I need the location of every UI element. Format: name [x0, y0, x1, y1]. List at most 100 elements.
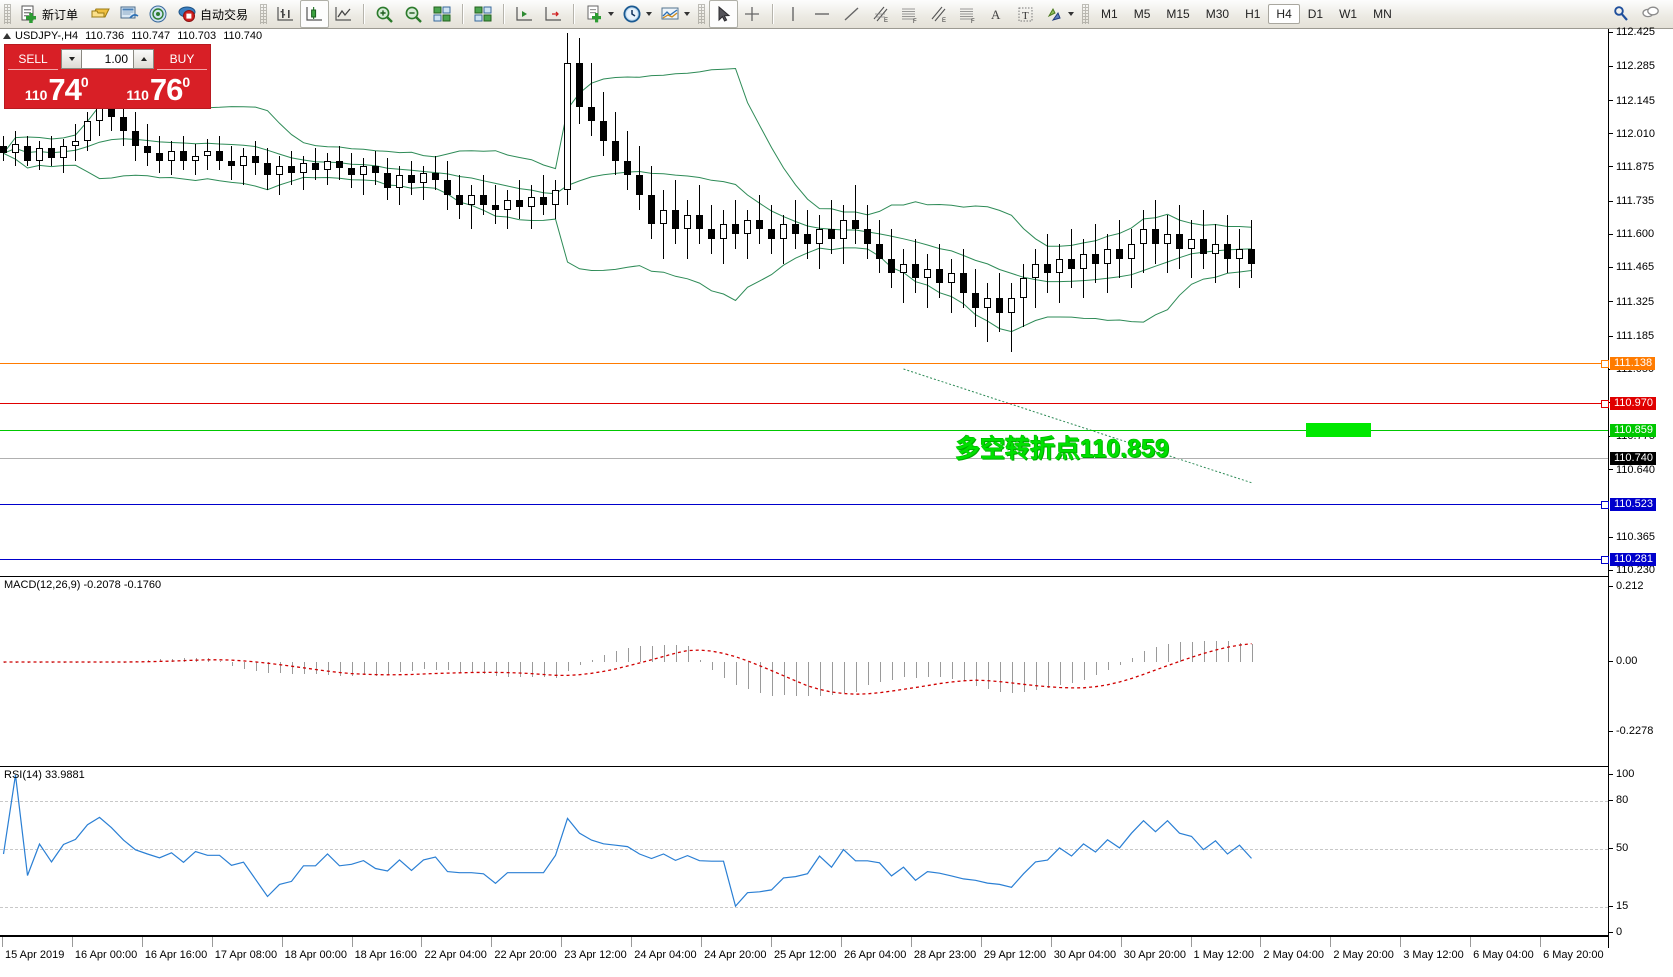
zoom-out-button[interactable] [399, 0, 428, 28]
templates-button[interactable] [580, 0, 618, 28]
buy-price-display[interactable]: 110 76 0 [109, 71, 209, 106]
buy-button[interactable]: BUY [157, 48, 207, 70]
new-order-button[interactable]: 新订单 [15, 0, 86, 28]
vertical-line-button[interactable] [779, 0, 808, 28]
price-level-line[interactable] [0, 430, 1608, 431]
time-separator [141, 937, 143, 947]
price-pane[interactable]: 多空转折点110.859 [0, 29, 1609, 573]
price-level-handle[interactable] [1601, 400, 1609, 408]
rsi-tick: 50 [1609, 842, 1628, 854]
chart-shift-button[interactable] [510, 0, 539, 28]
navigator-button[interactable] [144, 0, 173, 28]
trendline-icon [841, 4, 862, 25]
timeframe-mn[interactable]: MN [1373, 7, 1392, 21]
price-tick: 112.145 [1609, 95, 1655, 107]
price-level-line[interactable] [0, 363, 1608, 364]
rsi-pane[interactable]: RSI(14) 33.9881 [0, 766, 1608, 936]
bar-chart-button[interactable] [271, 0, 300, 28]
tile-windows-button[interactable] [428, 0, 457, 28]
text-box-button[interactable]: T [1011, 0, 1040, 28]
macd-bar [183, 657, 185, 662]
toolbar-separator-1 [363, 4, 366, 24]
time-separator [980, 937, 982, 947]
timeframe-d1[interactable]: D1 [1307, 7, 1324, 21]
trendline-button[interactable] [837, 0, 866, 28]
autotrading-button[interactable]: 自动交易 [173, 0, 256, 28]
macd-bar [315, 662, 317, 675]
timeframe-m5[interactable]: M5 [1133, 7, 1151, 21]
folder-button[interactable] [86, 0, 115, 28]
fibonacci-button[interactable]: F [895, 0, 924, 28]
auto-scroll-button[interactable] [539, 0, 568, 28]
period-separator-button[interactable] [618, 0, 656, 28]
horizontal-line-icon [812, 4, 833, 25]
toolbar-grip-3[interactable] [698, 4, 706, 24]
timeframe-m30[interactable]: M30 [1205, 7, 1230, 21]
tile-windows-button-2[interactable] [469, 0, 498, 28]
horizontal-line-button[interactable] [808, 0, 837, 28]
chevron-down-icon[interactable] [608, 12, 615, 16]
candlestick-chart-button[interactable] [300, 0, 330, 28]
volume-dropdown-button[interactable] [61, 49, 82, 69]
macd-bar [363, 662, 365, 676]
price-level-label: 110.859 [1610, 424, 1656, 437]
price-level-line[interactable] [0, 403, 1608, 404]
toolbar-grip[interactable] [4, 4, 11, 24]
crosshair-button[interactable] [738, 0, 767, 28]
text-box-icon: T [1015, 4, 1036, 25]
search-button[interactable] [1607, 0, 1636, 28]
sell-price-big: 74 [48, 72, 81, 107]
timeframe-w1[interactable]: W1 [1339, 7, 1358, 21]
volume-input[interactable]: 1.00 [82, 49, 133, 69]
fibonacci-button-3[interactable]: F [953, 0, 982, 28]
collapse-triangle-icon[interactable] [3, 32, 11, 39]
macd-bar [579, 662, 581, 666]
time-separator [1260, 937, 1262, 947]
volume-increment-button[interactable] [133, 49, 154, 69]
chevron-down-icon-2[interactable] [646, 12, 653, 16]
chart-area[interactable]: 多空转折点110.859 MACD(12,26,9) -0.2078 -0.17… [0, 26, 1673, 961]
timeframe-h1[interactable]: H1 [1245, 7, 1261, 21]
price-level-handle[interactable] [1601, 556, 1609, 564]
sell-price-display[interactable]: 110 74 0 [7, 71, 107, 106]
macd-bar [963, 662, 965, 681]
cursor-button[interactable] [709, 0, 739, 28]
price-level-line[interactable] [0, 559, 1608, 560]
chevron-down-icon-3[interactable] [684, 12, 691, 16]
terminal-button[interactable] [115, 0, 144, 28]
price-level-line[interactable] [0, 458, 1608, 459]
fibonacci-button-2[interactable]: E [924, 0, 953, 28]
timeframe-m15[interactable]: M15 [1166, 7, 1190, 21]
arrows-button[interactable] [1040, 0, 1078, 28]
indicators-button[interactable] [656, 0, 694, 28]
buy-price-big: 76 [149, 72, 183, 107]
line-chart-button[interactable] [329, 0, 358, 28]
line-chart-icon [333, 4, 354, 25]
cursor-icon [713, 4, 734, 25]
toolbar-grip-2[interactable] [260, 4, 268, 24]
toolbar-grip-4[interactable] [1082, 4, 1090, 24]
macd-bar [855, 662, 857, 692]
chat-button[interactable] [1636, 0, 1665, 28]
macd-bar [543, 662, 545, 678]
price-tick: 111.465 [1609, 261, 1654, 273]
buy-price-prefix: 110 [126, 87, 149, 103]
zoom-in-button[interactable] [370, 0, 399, 28]
price-level-handle[interactable] [1601, 360, 1609, 368]
price-level-handle[interactable] [1601, 501, 1609, 509]
price-axis[interactable]: 112.425 112.285 112.145 112.010 111.875 111.7… [1608, 26, 1673, 948]
sell-button[interactable]: SELL [8, 48, 58, 70]
chevron-down-icon-4[interactable] [1068, 12, 1075, 16]
macd-bar [507, 662, 509, 677]
ohlc-values: 110.736 110.747 110.703 110.740 [85, 30, 266, 42]
timeframe-h4[interactable]: H4 [1268, 4, 1300, 24]
macd-bar [951, 662, 953, 680]
macd-pane[interactable]: MACD(12,26,9) -0.2078 -0.1760 [0, 576, 1608, 764]
equidistant-channel-button[interactable]: E [866, 0, 895, 28]
text-label-button[interactable]: A [982, 0, 1011, 28]
macd-bar [675, 644, 677, 662]
price-level-line[interactable] [0, 504, 1608, 505]
timeframe-m1[interactable]: M1 [1101, 7, 1118, 21]
time-label: 16 Apr 16:00 [144, 949, 208, 961]
macd-bar [447, 662, 449, 671]
